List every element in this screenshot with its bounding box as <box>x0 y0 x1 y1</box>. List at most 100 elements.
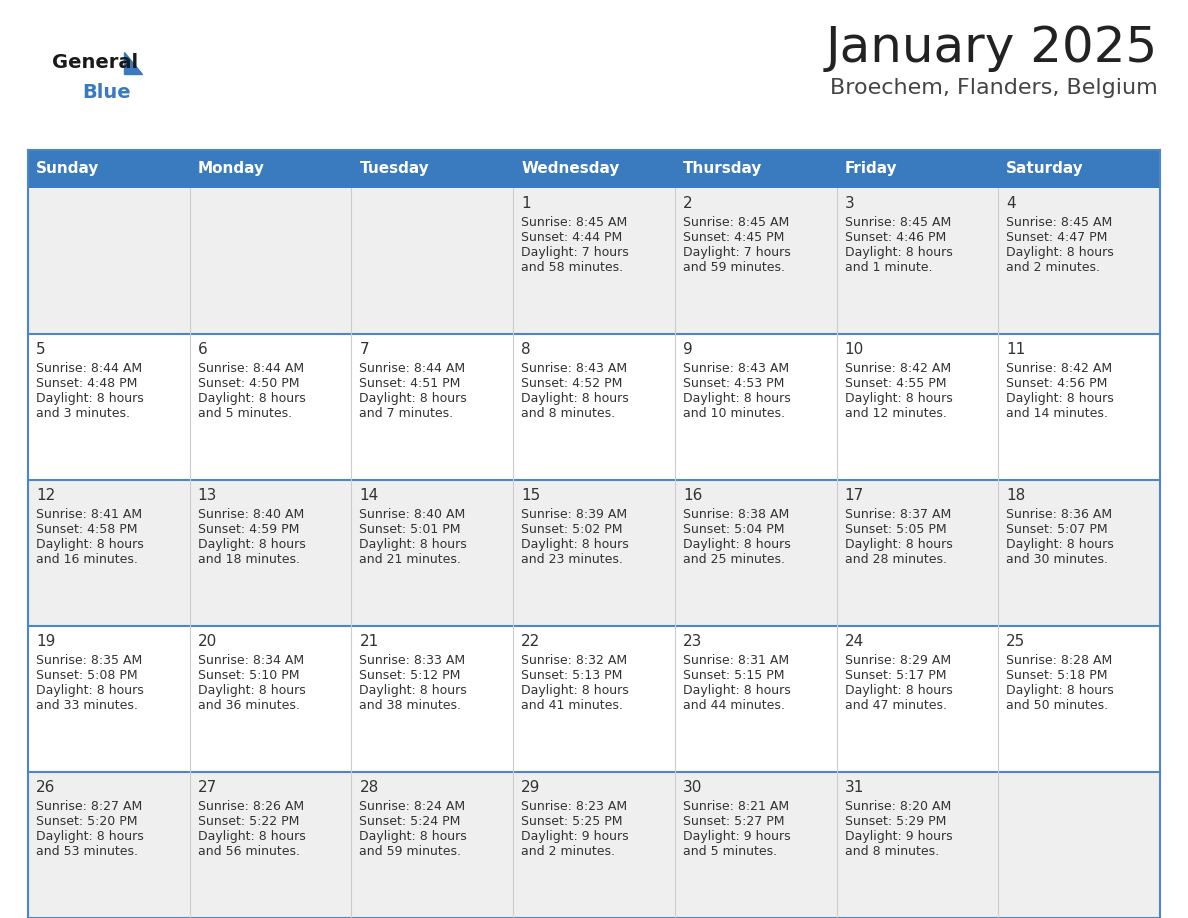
Text: and 28 minutes.: and 28 minutes. <box>845 553 947 566</box>
Text: Sunrise: 8:29 AM: Sunrise: 8:29 AM <box>845 654 950 667</box>
Text: 13: 13 <box>197 488 217 503</box>
Text: and 10 minutes.: and 10 minutes. <box>683 407 785 420</box>
Text: Daylight: 8 hours: Daylight: 8 hours <box>36 684 144 697</box>
Text: Sunset: 5:18 PM: Sunset: 5:18 PM <box>1006 669 1107 682</box>
Text: Wednesday: Wednesday <box>522 162 619 176</box>
Text: Daylight: 8 hours: Daylight: 8 hours <box>845 246 953 259</box>
Bar <box>836 480 998 626</box>
Text: Daylight: 8 hours: Daylight: 8 hours <box>522 684 628 697</box>
Text: 15: 15 <box>522 488 541 503</box>
Text: Daylight: 9 hours: Daylight: 9 hours <box>845 830 953 843</box>
Text: 9: 9 <box>683 342 693 357</box>
Text: Daylight: 8 hours: Daylight: 8 hours <box>522 392 628 405</box>
Text: 6: 6 <box>197 342 208 357</box>
Text: 5: 5 <box>36 342 45 357</box>
Text: and 7 minutes.: and 7 minutes. <box>360 407 454 420</box>
Text: Sunrise: 8:26 AM: Sunrise: 8:26 AM <box>197 800 304 813</box>
Text: Sunrise: 8:45 AM: Sunrise: 8:45 AM <box>522 216 627 229</box>
Text: 19: 19 <box>36 634 56 649</box>
Bar <box>513 480 675 626</box>
Text: Sunset: 4:53 PM: Sunset: 4:53 PM <box>683 377 784 390</box>
Text: Sunset: 5:17 PM: Sunset: 5:17 PM <box>845 669 946 682</box>
Text: and 36 minutes.: and 36 minutes. <box>197 699 299 712</box>
Text: and 23 minutes.: and 23 minutes. <box>522 553 623 566</box>
Text: Sunset: 5:20 PM: Sunset: 5:20 PM <box>36 815 138 828</box>
Text: Sunrise: 8:33 AM: Sunrise: 8:33 AM <box>360 654 466 667</box>
Text: Daylight: 8 hours: Daylight: 8 hours <box>1006 246 1114 259</box>
Bar <box>352 626 513 772</box>
Bar <box>675 334 836 480</box>
Text: Monday: Monday <box>197 162 265 176</box>
Text: Daylight: 8 hours: Daylight: 8 hours <box>845 538 953 551</box>
Text: 10: 10 <box>845 342 864 357</box>
Text: and 5 minutes.: and 5 minutes. <box>683 845 777 858</box>
Text: Sunset: 5:08 PM: Sunset: 5:08 PM <box>36 669 138 682</box>
Text: Daylight: 8 hours: Daylight: 8 hours <box>845 684 953 697</box>
Bar <box>29 150 1159 918</box>
Text: and 12 minutes.: and 12 minutes. <box>845 407 947 420</box>
Bar <box>513 334 675 480</box>
Text: 29: 29 <box>522 780 541 795</box>
Text: Daylight: 8 hours: Daylight: 8 hours <box>360 538 467 551</box>
Text: Sunset: 4:46 PM: Sunset: 4:46 PM <box>845 231 946 244</box>
Bar <box>29 480 190 626</box>
Text: Sunrise: 8:35 AM: Sunrise: 8:35 AM <box>36 654 143 667</box>
Text: Sunrise: 8:24 AM: Sunrise: 8:24 AM <box>360 800 466 813</box>
Text: Sunrise: 8:41 AM: Sunrise: 8:41 AM <box>36 508 143 521</box>
Text: and 33 minutes.: and 33 minutes. <box>36 699 138 712</box>
Text: and 44 minutes.: and 44 minutes. <box>683 699 785 712</box>
Text: Sunset: 5:29 PM: Sunset: 5:29 PM <box>845 815 946 828</box>
Bar <box>675 188 836 334</box>
Text: Sunset: 4:50 PM: Sunset: 4:50 PM <box>197 377 299 390</box>
Text: Sunset: 4:48 PM: Sunset: 4:48 PM <box>36 377 138 390</box>
Text: Sunrise: 8:45 AM: Sunrise: 8:45 AM <box>683 216 789 229</box>
Text: Sunrise: 8:28 AM: Sunrise: 8:28 AM <box>1006 654 1112 667</box>
Polygon shape <box>124 52 143 74</box>
Text: and 5 minutes.: and 5 minutes. <box>197 407 292 420</box>
Text: Sunset: 5:10 PM: Sunset: 5:10 PM <box>197 669 299 682</box>
Text: 21: 21 <box>360 634 379 649</box>
Text: Daylight: 8 hours: Daylight: 8 hours <box>683 684 790 697</box>
Text: Sunrise: 8:44 AM: Sunrise: 8:44 AM <box>197 362 304 375</box>
Text: Sunset: 5:24 PM: Sunset: 5:24 PM <box>360 815 461 828</box>
Bar <box>998 334 1159 480</box>
Text: Sunset: 4:55 PM: Sunset: 4:55 PM <box>845 377 946 390</box>
Text: Sunset: 5:13 PM: Sunset: 5:13 PM <box>522 669 623 682</box>
Text: Sunset: 4:45 PM: Sunset: 4:45 PM <box>683 231 784 244</box>
Bar <box>513 626 675 772</box>
Text: Sunrise: 8:40 AM: Sunrise: 8:40 AM <box>197 508 304 521</box>
Text: Sunset: 5:12 PM: Sunset: 5:12 PM <box>360 669 461 682</box>
Text: Sunset: 4:44 PM: Sunset: 4:44 PM <box>522 231 623 244</box>
Text: 23: 23 <box>683 634 702 649</box>
Text: Sunset: 4:56 PM: Sunset: 4:56 PM <box>1006 377 1107 390</box>
Bar <box>352 480 513 626</box>
Text: 3: 3 <box>845 196 854 211</box>
Text: and 2 minutes.: and 2 minutes. <box>522 845 615 858</box>
Text: General: General <box>52 53 138 73</box>
Text: Sunrise: 8:31 AM: Sunrise: 8:31 AM <box>683 654 789 667</box>
Bar <box>29 188 190 334</box>
Text: 12: 12 <box>36 488 56 503</box>
Bar <box>675 772 836 918</box>
Text: Sunrise: 8:38 AM: Sunrise: 8:38 AM <box>683 508 789 521</box>
Text: Sunrise: 8:44 AM: Sunrise: 8:44 AM <box>360 362 466 375</box>
Text: Sunrise: 8:43 AM: Sunrise: 8:43 AM <box>522 362 627 375</box>
Text: 11: 11 <box>1006 342 1025 357</box>
Text: Daylight: 8 hours: Daylight: 8 hours <box>1006 538 1114 551</box>
Text: and 14 minutes.: and 14 minutes. <box>1006 407 1108 420</box>
Text: Sunrise: 8:40 AM: Sunrise: 8:40 AM <box>360 508 466 521</box>
Text: and 58 minutes.: and 58 minutes. <box>522 261 624 274</box>
Text: and 25 minutes.: and 25 minutes. <box>683 553 785 566</box>
Text: 18: 18 <box>1006 488 1025 503</box>
Text: 28: 28 <box>360 780 379 795</box>
Text: Saturday: Saturday <box>1006 162 1083 176</box>
Text: 16: 16 <box>683 488 702 503</box>
Text: Sunset: 4:52 PM: Sunset: 4:52 PM <box>522 377 623 390</box>
Text: Daylight: 8 hours: Daylight: 8 hours <box>197 392 305 405</box>
Text: and 2 minutes.: and 2 minutes. <box>1006 261 1100 274</box>
Text: Sunset: 4:47 PM: Sunset: 4:47 PM <box>1006 231 1107 244</box>
Text: 8: 8 <box>522 342 531 357</box>
Bar <box>513 772 675 918</box>
Text: Daylight: 8 hours: Daylight: 8 hours <box>1006 392 1114 405</box>
Text: 17: 17 <box>845 488 864 503</box>
